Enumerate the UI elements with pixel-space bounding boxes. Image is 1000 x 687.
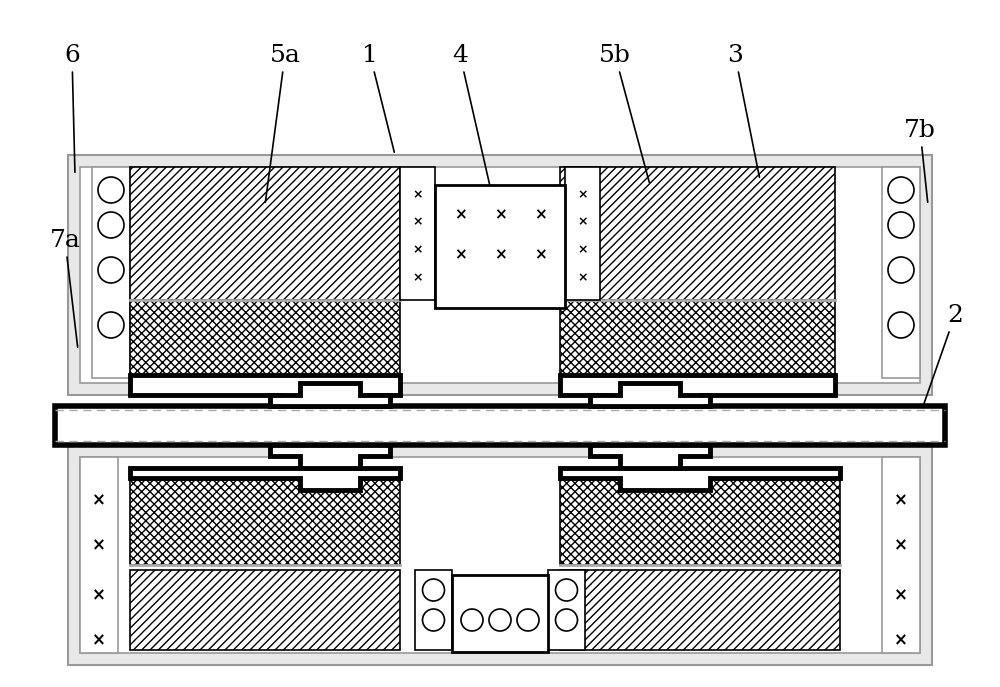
Bar xyxy=(130,300,400,388)
Text: 3: 3 xyxy=(727,43,759,177)
Bar xyxy=(68,155,932,395)
Text: ×: × xyxy=(577,243,588,256)
Text: 7b: 7b xyxy=(904,118,936,202)
Text: ×: × xyxy=(412,243,423,256)
Bar xyxy=(55,406,945,445)
Text: ×: × xyxy=(894,491,908,509)
Text: ×: × xyxy=(412,216,423,229)
Text: 4: 4 xyxy=(452,43,499,227)
Text: 5b: 5b xyxy=(599,43,649,182)
Text: ×: × xyxy=(92,536,106,554)
Polygon shape xyxy=(590,383,710,406)
Polygon shape xyxy=(270,445,390,468)
Polygon shape xyxy=(130,468,400,490)
Text: 1: 1 xyxy=(362,43,394,153)
Bar xyxy=(882,457,920,653)
Text: ×: × xyxy=(894,586,908,604)
Bar xyxy=(452,575,548,652)
Text: ×: × xyxy=(92,586,106,604)
Text: ×: × xyxy=(494,207,506,223)
Bar xyxy=(435,185,565,308)
Text: 6: 6 xyxy=(64,43,80,172)
Polygon shape xyxy=(270,383,390,406)
Text: 2: 2 xyxy=(921,304,963,412)
Text: ×: × xyxy=(894,631,908,649)
Bar xyxy=(560,167,835,300)
Bar xyxy=(560,300,835,388)
Bar xyxy=(560,480,840,565)
Bar xyxy=(548,570,585,650)
Bar xyxy=(80,167,920,383)
Bar xyxy=(130,167,400,300)
Text: ×: × xyxy=(494,247,506,262)
Bar xyxy=(80,457,920,653)
Text: ×: × xyxy=(454,207,466,223)
Bar xyxy=(92,167,130,378)
Text: 5a: 5a xyxy=(265,43,300,202)
Text: ×: × xyxy=(577,271,588,284)
Text: ×: × xyxy=(412,188,423,201)
Bar xyxy=(80,457,118,653)
Text: ×: × xyxy=(92,631,106,649)
Text: ×: × xyxy=(577,216,588,229)
Bar xyxy=(130,480,400,565)
Bar xyxy=(560,570,840,650)
Polygon shape xyxy=(590,445,710,468)
Polygon shape xyxy=(130,375,400,410)
Text: ×: × xyxy=(534,247,546,262)
Bar xyxy=(400,167,435,300)
Text: ×: × xyxy=(92,491,106,509)
Bar xyxy=(882,167,920,378)
Text: 7a: 7a xyxy=(50,229,80,347)
Bar xyxy=(565,167,600,300)
Polygon shape xyxy=(560,375,835,410)
Bar xyxy=(130,570,400,650)
Text: ×: × xyxy=(534,207,546,223)
Text: ×: × xyxy=(894,536,908,554)
Text: ×: × xyxy=(577,188,588,201)
Text: ×: × xyxy=(454,247,466,262)
Polygon shape xyxy=(560,468,840,490)
Bar xyxy=(68,445,932,665)
Bar xyxy=(415,570,452,650)
Text: ×: × xyxy=(412,271,423,284)
